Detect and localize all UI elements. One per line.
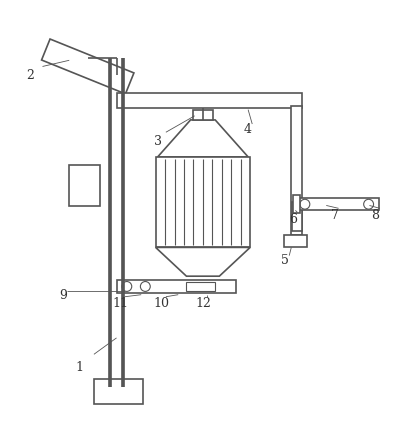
FancyBboxPatch shape — [116, 281, 235, 293]
FancyBboxPatch shape — [291, 203, 301, 231]
Text: 12: 12 — [195, 297, 210, 310]
Text: 3: 3 — [153, 135, 161, 147]
FancyBboxPatch shape — [291, 106, 301, 236]
Text: 1: 1 — [75, 360, 83, 373]
FancyBboxPatch shape — [296, 199, 378, 211]
FancyBboxPatch shape — [186, 283, 215, 291]
Text: 5: 5 — [280, 254, 288, 267]
FancyBboxPatch shape — [69, 166, 100, 207]
FancyBboxPatch shape — [155, 157, 249, 248]
Text: 11: 11 — [112, 297, 128, 310]
Text: 9: 9 — [59, 289, 67, 301]
FancyBboxPatch shape — [116, 94, 301, 108]
Text: 2: 2 — [26, 69, 34, 82]
FancyBboxPatch shape — [284, 236, 306, 248]
Polygon shape — [157, 121, 247, 157]
FancyBboxPatch shape — [192, 111, 213, 121]
Text: 4: 4 — [244, 123, 252, 135]
Polygon shape — [155, 248, 249, 276]
FancyBboxPatch shape — [293, 196, 299, 214]
Text: 7: 7 — [330, 209, 337, 221]
Bar — [41, 40, 133, 95]
Text: 6: 6 — [289, 212, 297, 226]
FancyBboxPatch shape — [94, 379, 143, 404]
Text: 8: 8 — [371, 209, 379, 221]
Text: 10: 10 — [153, 297, 169, 310]
